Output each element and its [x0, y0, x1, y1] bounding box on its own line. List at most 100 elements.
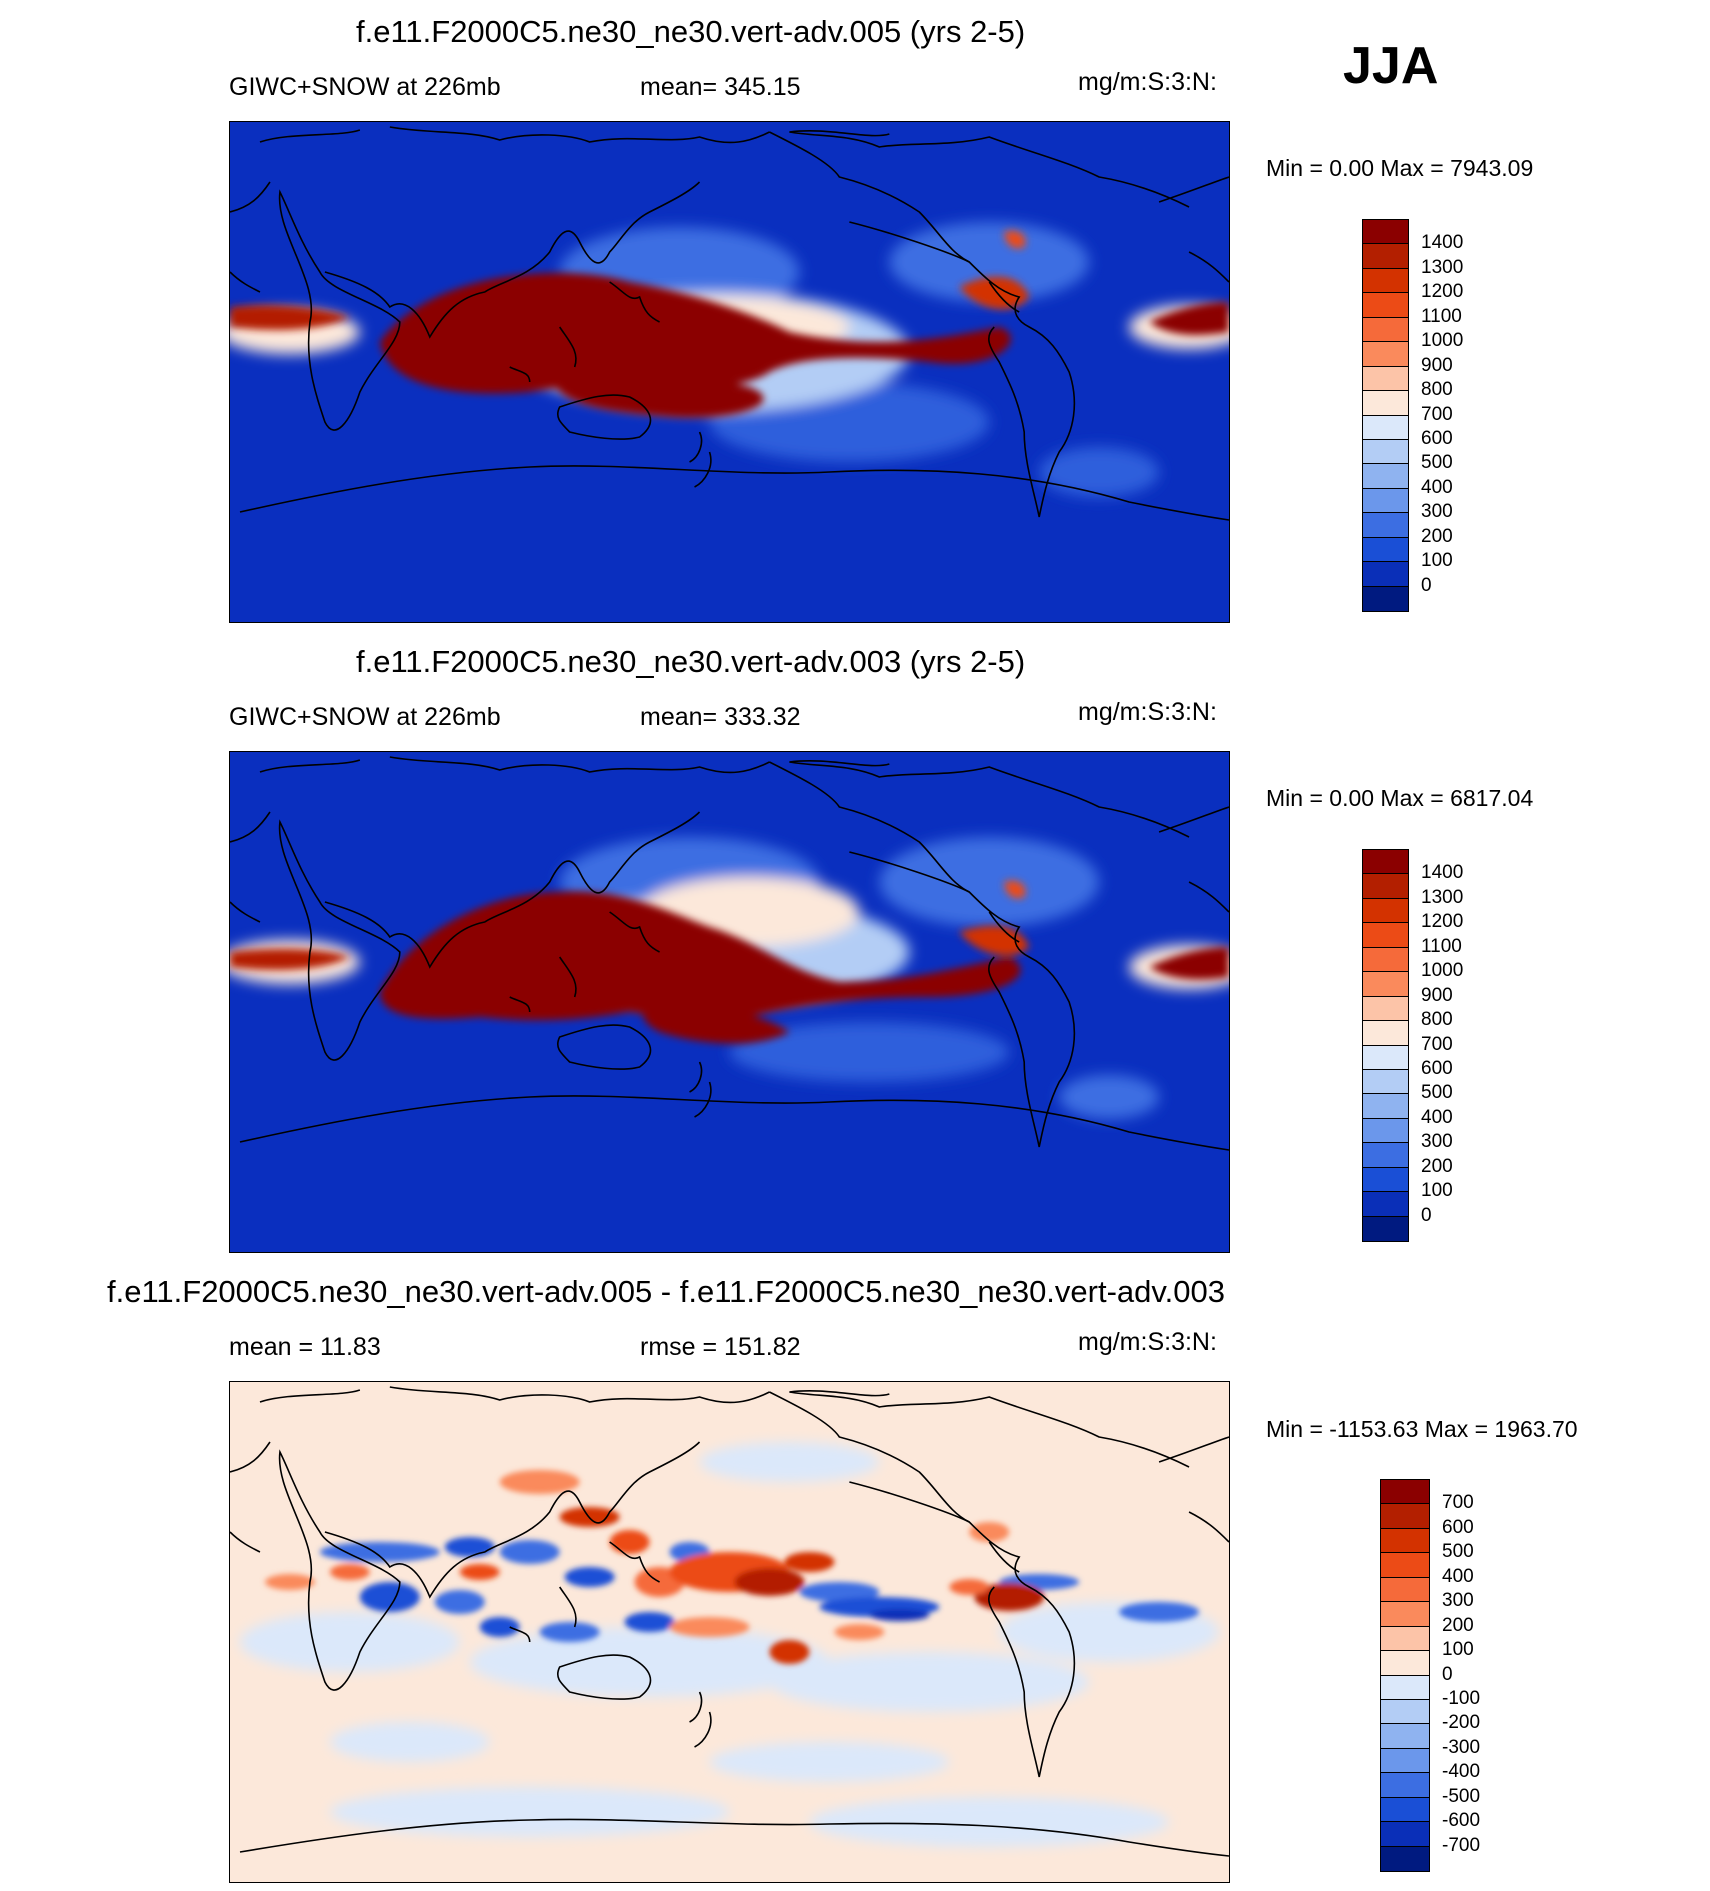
panel-2-units: mg/m:S:3:N: — [1078, 698, 1217, 726]
colorbar-box — [1363, 415, 1408, 440]
panel-3-colorbar — [1380, 1479, 1430, 1872]
colorbar-box — [1363, 488, 1408, 514]
colorbar-label: 400 — [1442, 1565, 1474, 1587]
colorbar-label: -500 — [1442, 1785, 1481, 1807]
panel-1-units: mg/m:S:3:N: — [1078, 68, 1217, 96]
colorbar-box — [1363, 220, 1408, 245]
colorbar-label: 1400 — [1421, 232, 1464, 254]
colorbar-label: -600 — [1442, 1810, 1481, 1832]
colorbar-box — [1381, 1748, 1429, 1774]
panel-1-mean: mean= 345.15 — [640, 73, 801, 101]
colorbar-label: 100 — [1421, 550, 1453, 572]
colorbar-label: 700 — [1421, 1033, 1453, 1055]
colorbar-label: 500 — [1421, 452, 1453, 474]
colorbar-label: 600 — [1421, 427, 1453, 449]
colorbar-box — [1381, 1504, 1429, 1529]
panel-1-minmax: Min = 0.00 Max = 7943.09 — [1266, 155, 1534, 181]
colorbar-box — [1363, 1143, 1408, 1168]
colorbar-label: 300 — [1421, 1131, 1453, 1153]
colorbar-box — [1363, 1167, 1408, 1193]
season-label: JJA — [1343, 37, 1439, 95]
colorbar-box — [1363, 898, 1408, 924]
colorbar-box — [1363, 537, 1408, 563]
colorbar-box — [1381, 1577, 1429, 1603]
colorbar-box — [1363, 996, 1408, 1022]
colorbar-box — [1381, 1675, 1429, 1700]
colorbar-label: 400 — [1421, 1106, 1453, 1128]
colorbar-box — [1363, 850, 1408, 875]
colorbar-label: 500 — [1421, 1082, 1453, 1104]
panel-1-colorbar — [1362, 219, 1409, 612]
panel-1-title: f.e11.F2000C5.ne30_ne30.vert-adv.005 (yr… — [356, 14, 1026, 49]
colorbar-box — [1363, 366, 1408, 392]
colorbar-box — [1381, 1699, 1429, 1725]
panel-2-minmax: Min = 0.00 Max = 6817.04 — [1266, 785, 1534, 811]
colorbar-label: 1100 — [1421, 935, 1462, 957]
colorbar-box — [1381, 1846, 1429, 1871]
colorbar-label: 700 — [1442, 1492, 1474, 1514]
colorbar-label: 300 — [1442, 1590, 1474, 1612]
colorbar-label: 0 — [1421, 574, 1432, 596]
colorbar-box — [1363, 317, 1408, 343]
colorbar-label: 100 — [1421, 1180, 1453, 1202]
colorbar-label: 800 — [1421, 379, 1453, 401]
colorbar-box — [1363, 1192, 1408, 1217]
colorbar-label: 1400 — [1421, 862, 1464, 884]
colorbar-label: 200 — [1421, 1155, 1453, 1177]
colorbar-box — [1363, 923, 1408, 948]
colorbar-box — [1381, 1797, 1429, 1823]
colorbar-box — [1363, 562, 1408, 587]
colorbar-label: -400 — [1442, 1761, 1481, 1783]
colorbar-box — [1363, 1094, 1408, 1119]
panel-2-coastlines — [230, 756, 1229, 1151]
panel-3-mean: mean = 11.83 — [229, 1333, 381, 1361]
colorbar-label: 800 — [1421, 1009, 1453, 1031]
panel-3-title: f.e11.F2000C5.ne30_ne30.vert-adv.005 - f… — [107, 1274, 1225, 1309]
panel-1-field-label: GIWC+SNOW at 226mb — [229, 73, 501, 101]
panel-1-coastlines — [230, 126, 1229, 521]
colorbar-label: 900 — [1421, 354, 1453, 376]
colorbar-label: -100 — [1442, 1687, 1481, 1709]
colorbar-label: 700 — [1421, 403, 1453, 425]
colorbar-box — [1381, 1553, 1429, 1578]
colorbar-box — [1363, 268, 1408, 294]
colorbar-label: 600 — [1421, 1057, 1453, 1079]
colorbar-box — [1363, 1216, 1408, 1241]
colorbar-label: 1200 — [1421, 281, 1464, 303]
colorbar-box — [1381, 1528, 1429, 1554]
colorbar-box — [1363, 972, 1408, 997]
panel-1-map — [229, 121, 1230, 623]
colorbar-label: 200 — [1421, 525, 1453, 547]
colorbar-label: 1000 — [1421, 330, 1464, 352]
colorbar-box — [1363, 439, 1408, 465]
colorbar-label: 1200 — [1421, 911, 1464, 933]
colorbar-label: 1300 — [1421, 256, 1464, 278]
panel-2-map — [229, 751, 1230, 1253]
colorbar-label: 900 — [1421, 984, 1453, 1006]
colorbar-box — [1363, 1021, 1408, 1046]
colorbar-box — [1363, 391, 1408, 416]
panel-2-colorbar — [1362, 849, 1409, 1242]
colorbar-box — [1381, 1724, 1429, 1749]
panel-3-coastlines — [230, 1386, 1229, 1857]
colorbar-box — [1381, 1480, 1429, 1505]
colorbar-box — [1381, 1773, 1429, 1798]
panel-2-title: f.e11.F2000C5.ne30_ne30.vert-adv.003 (yr… — [356, 644, 1026, 679]
colorbar-box — [1363, 244, 1408, 269]
colorbar-label: 1300 — [1421, 886, 1464, 908]
colorbar-label: -200 — [1442, 1712, 1481, 1734]
colorbar-box — [1381, 1651, 1429, 1676]
colorbar-box — [1381, 1822, 1429, 1847]
colorbar-label: 0 — [1421, 1204, 1432, 1226]
panel-3-field-svg — [230, 1382, 1229, 1882]
colorbar-label: 0 — [1442, 1663, 1453, 1685]
colorbar-box — [1363, 947, 1408, 973]
colorbar-label: 100 — [1442, 1639, 1474, 1661]
colorbar-label: 1100 — [1421, 305, 1462, 327]
colorbar-box — [1363, 293, 1408, 318]
panel-1-field-svg — [230, 122, 1229, 622]
colorbar-box — [1363, 1069, 1408, 1095]
colorbar-box — [1363, 874, 1408, 899]
panel-3-minmax: Min = -1153.63 Max = 1963.70 — [1266, 1416, 1578, 1442]
panel-3-map — [229, 1381, 1230, 1883]
